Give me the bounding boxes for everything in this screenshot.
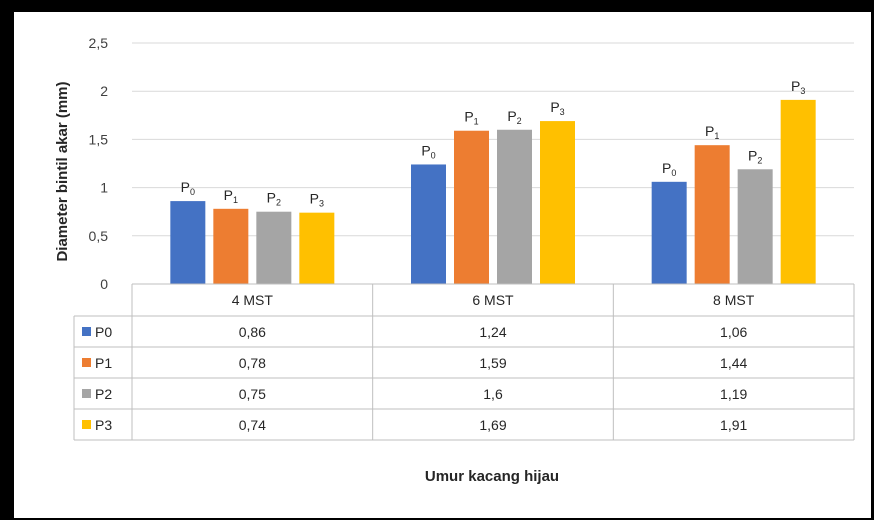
bar-p1 xyxy=(213,208,249,284)
legend-key xyxy=(82,327,91,336)
y-axis-label: Diameter bintil akar (mm) xyxy=(54,81,71,261)
category-label: 6 MST xyxy=(472,292,514,308)
legend-label: P1 xyxy=(95,355,112,371)
y-tick-label: 0,5 xyxy=(89,228,109,244)
bar-label: P0 xyxy=(181,179,195,197)
table-cell: 1,91 xyxy=(720,417,747,433)
bar-p3 xyxy=(299,212,335,284)
legend-label: P3 xyxy=(95,417,112,433)
bar-label: P0 xyxy=(662,160,676,178)
y-tick-label: 1,5 xyxy=(89,131,109,147)
y-tick-label: 0 xyxy=(100,276,108,292)
bar-label: P2 xyxy=(267,190,281,208)
x-axis-title: Umur kacang hijau xyxy=(425,468,559,485)
y-tick-label: 1 xyxy=(100,180,108,196)
bar-p1 xyxy=(454,130,489,284)
bar-p2 xyxy=(737,169,773,284)
table-cell: 1,19 xyxy=(720,386,747,402)
legend-label: P2 xyxy=(95,386,112,402)
bar-p1 xyxy=(694,145,730,284)
table-cell: 1,44 xyxy=(720,355,747,371)
bar-p2 xyxy=(256,211,292,284)
bar-label: P1 xyxy=(705,123,719,141)
bars: P0 P1 P2 P3 P0 P1 P2 P3 P0 P1 P2 P3 xyxy=(170,78,816,284)
bar-p0 xyxy=(170,201,206,284)
y-tick-label: 2 xyxy=(100,83,108,99)
legend-key xyxy=(82,420,91,429)
table-cell: 0,75 xyxy=(239,386,266,402)
category-label: 8 MST xyxy=(713,292,755,308)
y-tick-label: 2,5 xyxy=(89,35,109,51)
data-table: 4 MST 6 MST 8 MST P0 0,86 1,24 1,06 P1 0,78 1,59 1… xyxy=(73,283,855,441)
table-cell: 1,24 xyxy=(479,324,506,340)
table-cell: 0,78 xyxy=(239,355,266,371)
bar-p0 xyxy=(411,164,446,284)
legend-key xyxy=(82,389,91,398)
table-cell: 1,6 xyxy=(483,386,503,402)
table-cell: 1,59 xyxy=(479,355,506,371)
bar-p0 xyxy=(651,181,687,284)
gridlines xyxy=(132,42,854,237)
bar-label: P2 xyxy=(507,108,521,126)
legend-label: P0 xyxy=(95,324,112,340)
bar-p2 xyxy=(497,129,532,284)
category-label: 4 MST xyxy=(232,292,274,308)
table-cell: 0,74 xyxy=(239,417,266,433)
bar-label: P3 xyxy=(550,99,564,117)
table-cell: 0,86 xyxy=(239,324,266,340)
bar-label: P3 xyxy=(791,78,805,96)
bar-label: P1 xyxy=(224,187,238,205)
legend-key xyxy=(82,358,91,367)
y-axis-ticks: 0 0,5 1 1,5 2 2,5 xyxy=(89,35,109,292)
table-cell: 1,06 xyxy=(720,324,747,340)
bar-label: P3 xyxy=(310,191,324,209)
bar-p3 xyxy=(540,121,575,284)
chart-frame: 0 0,5 1 1,5 2 2,5 Diameter bintil akar (mm) P… xyxy=(14,12,871,518)
table-cell: 1,69 xyxy=(479,417,506,433)
bar-chart: 0 0,5 1 1,5 2 2,5 Diameter bintil akar (mm) P… xyxy=(54,35,855,485)
bar-p3 xyxy=(780,99,816,284)
bar-label: P0 xyxy=(421,142,435,160)
bar-label: P2 xyxy=(748,147,762,165)
bar-label: P1 xyxy=(464,109,478,127)
